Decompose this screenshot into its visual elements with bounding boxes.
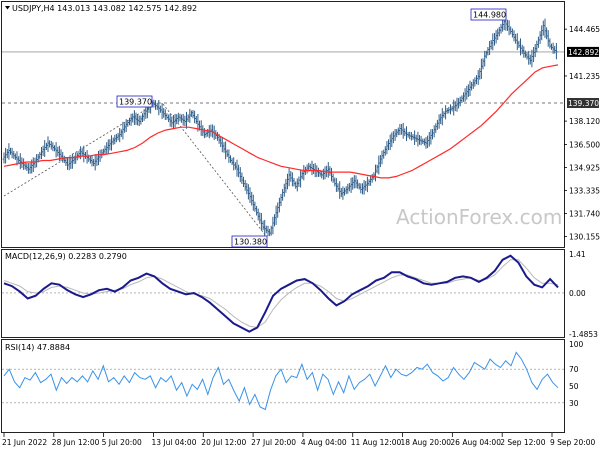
time-tick-label: 28 Jun 12:00: [52, 438, 100, 447]
trend-line-up: [3, 103, 156, 197]
price-panel: [1, 1, 565, 248]
dropdown-arrow-icon: [5, 6, 10, 10]
time-tick-label: 4 Aug 04:00: [301, 438, 347, 447]
price-tick-label: 144.465: [569, 25, 600, 34]
price-axis: 144.465 141.235 138.120 136.500 134.925 133.3…: [564, 25, 600, 242]
level-label: 139.370: [567, 98, 599, 108]
price-tick-label: 131.740: [569, 210, 600, 219]
svg-text:139.370: 139.370: [568, 99, 599, 108]
price-panel-title: USDJPY,H4 143.013 143.082 142.575 142.89…: [12, 4, 197, 13]
rsi-tick-label: 30: [569, 399, 579, 408]
time-axis: 21 Jun 2022 28 Jun 12:00 5 Jul 20:00 13 Jul…: [2, 433, 596, 447]
rsi-tick-label: 70: [569, 365, 579, 374]
trend-line-down: [162, 103, 267, 237]
annotation-low: 130.380: [231, 235, 268, 248]
time-tick-label: 20 Jul 12:00: [201, 438, 246, 447]
rsi-panel: [1, 339, 565, 433]
price-tick-label: 141.235: [569, 72, 600, 81]
macd-tick-label: 0.00: [569, 289, 586, 298]
time-tick-label: 11 Aug 12:00: [351, 438, 402, 447]
last-price-label: 142.892: [567, 46, 599, 57]
rsi-axis: 100 70 50 30: [569, 340, 584, 408]
svg-text:139.370: 139.370: [119, 98, 152, 107]
rsi-series-line: [3, 351, 559, 411]
time-tick-label: 5 Jul 20:00: [102, 438, 142, 447]
annotation-high-1: 139.370: [116, 95, 153, 108]
rsi-line: [3, 351, 559, 411]
macd-line: [3, 254, 559, 333]
price-tick-label: 136.500: [569, 141, 600, 150]
macd-tick-label: -1.4853: [569, 330, 598, 339]
time-tick-label: 21 Jun 2022: [2, 438, 47, 447]
rsi-guides: [2, 368, 564, 404]
time-tick-label: 9 Sep 20:00: [550, 438, 596, 447]
svg-text:142.892: 142.892: [568, 48, 599, 57]
svg-text:144.980: 144.980: [473, 11, 506, 20]
annotation-high-2: 144.980: [470, 8, 507, 21]
price-tick-label: 133.335: [569, 186, 600, 195]
time-tick-label: 27 Jul 20:00: [251, 438, 296, 447]
macd-tick-label: 1.41: [569, 250, 586, 259]
macd-axis: 1.41 0.00 -1.4853: [569, 250, 598, 339]
price-tick-label: 134.925: [569, 163, 600, 172]
moving-average: [3, 64, 559, 179]
ma-line: [3, 64, 559, 179]
rsi-panel-title: RSI(14) 47.8884: [5, 343, 70, 352]
rsi-tick-label: 100: [569, 340, 584, 349]
price-tick-label: 138.120: [569, 117, 600, 126]
macd-panel-title: MACD(12,26,9) 0.2283 0.2790: [5, 252, 127, 261]
macd-panel: [1, 249, 565, 338]
time-tick-label: 26 Aug 04:00: [450, 438, 501, 447]
time-tick-label: 13 Jul 04:00: [152, 438, 197, 447]
watermark: ActionForex.com: [396, 205, 562, 229]
time-tick-label: 2 Sep 12:00: [500, 438, 546, 447]
time-tick-label: 18 Aug 20:00: [401, 438, 452, 447]
macd-lines: [3, 254, 559, 333]
svg-text:130.380: 130.380: [234, 238, 267, 247]
price-tick-label: 130.155: [569, 233, 600, 242]
rsi-tick-label: 50: [569, 382, 579, 391]
price-bars: [2, 15, 558, 237]
macd-signal-line: [3, 259, 559, 329]
